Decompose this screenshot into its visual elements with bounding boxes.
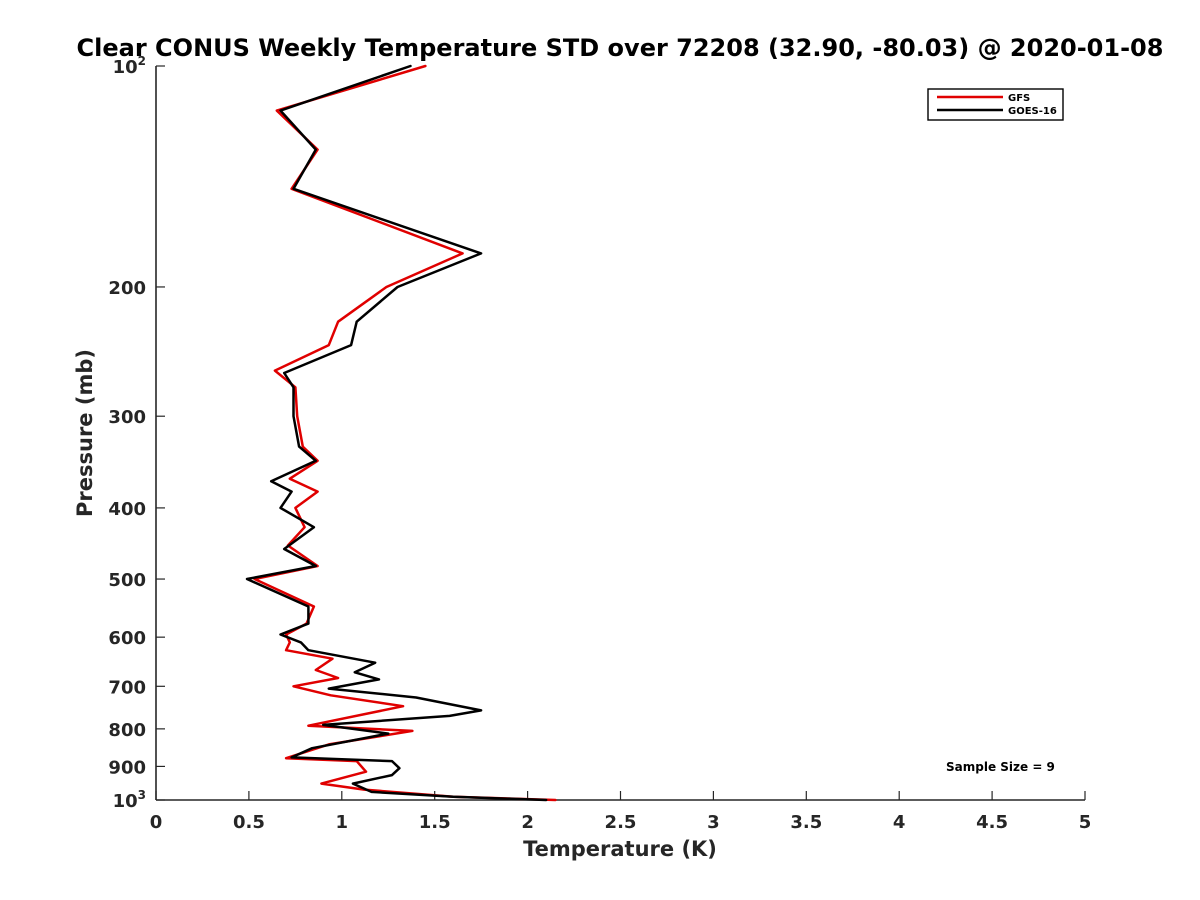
y-tick-label: 300 [108,407,146,428]
y-tick-label: 103 [113,788,146,812]
y-tick-label: 500 [108,570,146,591]
x-tick-label: 5 [1079,812,1092,833]
y-axis-label: Pressure (mb) [73,349,97,517]
series-lines [245,64,557,802]
x-tick-label: 4.5 [976,812,1008,833]
x-tick-label: 0 [150,812,163,833]
y-tick-label: 900 [108,757,146,778]
series-line-goes16 [245,64,548,802]
x-tick-label: 0.5 [233,812,265,833]
y-ticks: 102 200 300 400 500 600 700 800 900 103 [108,54,165,812]
x-axis-label: Temperature (K) [523,837,717,861]
y-tick-label: 700 [108,677,146,698]
y-tick-label: 400 [108,499,146,520]
x-tick-label: 1 [336,812,349,833]
y-tick-label: 800 [108,720,146,741]
legend-label-gfs: GFS [1008,93,1030,104]
x-tick-label: 4 [893,812,906,833]
legend: GFS GOES-16 [927,88,1064,121]
y-tick-label: 102 [113,54,146,78]
chart-title: Clear CONUS Weekly Temperature STD over … [77,34,1164,62]
x-tick-label: 2.5 [605,812,637,833]
x-tick-label: 1.5 [419,812,451,833]
x-ticks: 0 0.5 1 1.5 2 2.5 3 3.5 4 4.5 5 [150,791,1092,833]
y-tick-label: 600 [108,628,146,649]
x-tick-label: 2 [521,812,534,833]
legend-label-goes16: GOES-16 [1008,106,1057,117]
legend-box [927,88,1064,121]
sample-size-annotation: Sample Size = 9 [946,760,1055,774]
plot-area: 0 0.5 1 1.5 2 2.5 3 3.5 4 4.5 5 102 200 300 400 500 600… [108,54,1091,833]
y-tick-label: 200 [108,278,146,299]
x-tick-label: 3.5 [790,812,822,833]
x-tick-label: 3 [707,812,720,833]
